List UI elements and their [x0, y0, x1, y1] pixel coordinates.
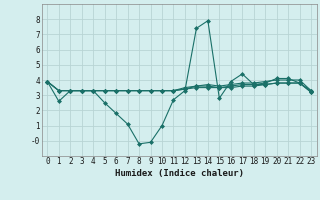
X-axis label: Humidex (Indice chaleur): Humidex (Indice chaleur) [115, 169, 244, 178]
